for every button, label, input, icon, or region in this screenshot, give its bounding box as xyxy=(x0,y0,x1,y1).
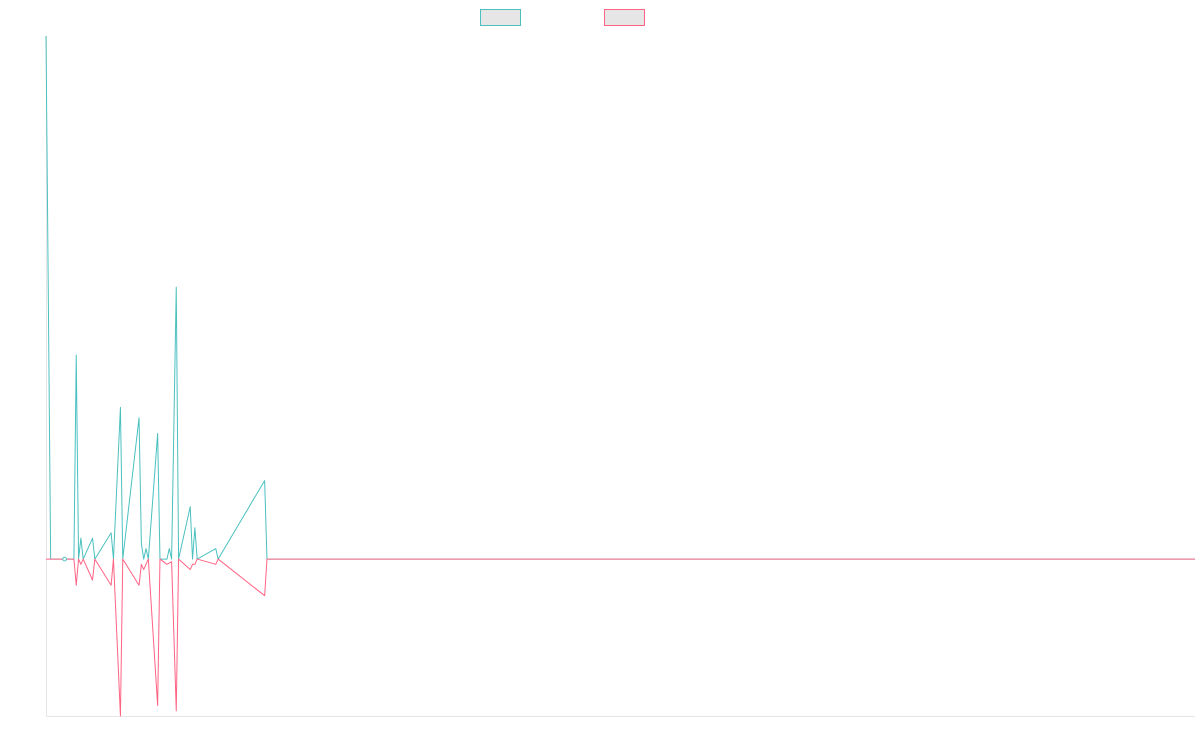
series-line-1[interactable] xyxy=(45,35,1195,560)
series-layer xyxy=(45,35,1195,717)
data-point-marker[interactable] xyxy=(62,556,67,562)
legend-swatch-series-1[interactable] xyxy=(480,9,521,26)
axes xyxy=(46,36,1195,717)
legend-swatch-series-2[interactable] xyxy=(604,9,645,26)
series-line-2[interactable] xyxy=(46,558,1195,717)
legend xyxy=(480,9,645,26)
